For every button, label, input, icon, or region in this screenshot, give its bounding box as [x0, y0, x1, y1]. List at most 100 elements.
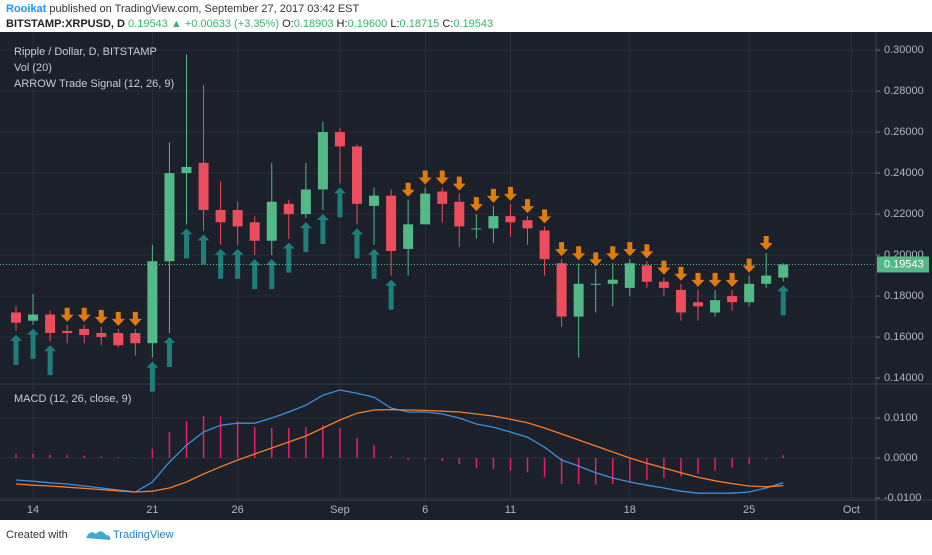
candle-body	[539, 230, 550, 260]
macd-histogram-bar	[253, 427, 256, 458]
macd-histogram-bar	[390, 456, 392, 458]
macd-histogram-bar	[15, 454, 17, 458]
author[interactable]: Rooikat	[6, 3, 47, 15]
ohlc-value: 0.19600	[348, 18, 388, 30]
candle-body	[522, 220, 533, 229]
candle-body	[744, 283, 755, 303]
sell-arrow	[538, 209, 552, 224]
header-line: Rooikat published on TradingView.com, Se…	[6, 3, 360, 15]
candle-body	[164, 173, 175, 262]
symbol-line: BITSTAMP:XRPUSD, D 0.19543 ▲ +0.00633 (+…	[6, 18, 493, 30]
sell-arrow	[469, 197, 483, 212]
chart-bg	[0, 32, 932, 520]
arrow: ▲	[171, 18, 182, 30]
candle-body	[556, 263, 567, 317]
sell-arrow	[418, 170, 432, 185]
buy-arrow	[351, 228, 363, 259]
macd-histogram-bar	[66, 454, 68, 458]
candle-body	[62, 330, 73, 333]
candle-body	[573, 283, 584, 317]
candle-body	[215, 209, 226, 223]
candle-body	[300, 189, 311, 215]
x-tick-label: 6	[422, 504, 428, 516]
x-tick-label: 21	[146, 504, 158, 516]
last: 0.19543	[128, 18, 168, 30]
x-tick-label: 14	[27, 504, 39, 516]
macd-histogram-bar	[492, 458, 495, 470]
candle-body	[334, 132, 345, 147]
candle-body	[266, 201, 277, 241]
candle-body	[79, 328, 90, 336]
candle-body	[147, 261, 158, 344]
candle-body	[249, 222, 260, 241]
macd-histogram-bar	[32, 454, 34, 458]
ohlc-label: C:	[442, 18, 453, 30]
candle-body	[11, 312, 21, 323]
sell-arrow	[725, 272, 739, 287]
y-tick-label: 0.28000	[884, 85, 924, 97]
buy-arrow	[333, 187, 346, 218]
candle-body	[96, 332, 107, 338]
macd-histogram-bar	[305, 427, 307, 458]
sell-arrow	[486, 188, 500, 203]
candle-body	[675, 289, 686, 313]
macd-histogram-bar	[219, 416, 222, 458]
candle-body	[658, 281, 669, 288]
sell-arrow	[708, 272, 722, 287]
buy-arrow	[385, 279, 398, 310]
sell-arrow	[759, 236, 773, 251]
footer-brand[interactable]: TradingView	[113, 529, 174, 541]
x-tick-label: Oct	[843, 504, 860, 516]
macd-histogram-bar	[765, 458, 767, 460]
sell-arrow	[657, 260, 671, 275]
macd-histogram-bar	[339, 428, 341, 458]
y-tick-label: 0.0000	[884, 452, 918, 464]
symbol: BITSTAMP:XRPUSD, D	[6, 18, 125, 30]
y-tick-label: 0.0100	[884, 412, 918, 424]
buy-arrow	[777, 285, 790, 316]
y-tick-label: 0.16000	[884, 331, 924, 343]
sell-arrow	[572, 246, 586, 261]
candle-body	[624, 263, 635, 288]
sell-arrow	[128, 311, 142, 326]
legend: ARROW Trade Signal (12, 26, 9)	[14, 78, 174, 90]
macd-legend: MACD (12, 26, close, 9)	[14, 393, 131, 405]
sell-arrow	[435, 170, 449, 185]
macd-histogram-bar	[509, 458, 512, 471]
macd-histogram-bar	[560, 458, 563, 484]
macd-histogram-bar	[202, 416, 205, 458]
buy-arrow	[214, 248, 227, 279]
candle-body	[710, 300, 721, 313]
candle-body	[488, 216, 499, 229]
macd-histogram-bar	[424, 458, 426, 460]
macd-line	[15, 408, 784, 493]
macd-histogram-bar	[646, 458, 648, 480]
sell-arrow	[555, 242, 569, 257]
sell-arrow	[503, 186, 517, 201]
candle-body	[130, 332, 141, 344]
macd-histogram-bar	[475, 458, 478, 468]
macd-histogram-bar	[748, 458, 750, 464]
y-tick-label: 0.22000	[884, 208, 924, 220]
last-price-label: 0.19543	[884, 258, 924, 270]
sell-arrow	[77, 307, 91, 322]
buy-arrow	[163, 336, 176, 367]
macd-histogram-bar	[236, 421, 239, 458]
candle-body	[420, 193, 431, 225]
sell-arrow	[674, 266, 688, 281]
macd-histogram-bar	[151, 448, 154, 458]
candle-body	[283, 203, 294, 215]
candle-body	[352, 146, 362, 204]
candle-body	[761, 275, 772, 284]
macd-histogram-bar	[134, 458, 137, 459]
y-tick-label: -0.0100	[884, 492, 921, 504]
macd-histogram-bar	[117, 457, 120, 458]
macd-histogram-bar	[543, 458, 546, 478]
buy-arrow	[146, 361, 159, 392]
sell-arrow	[111, 311, 125, 326]
candle-body	[317, 132, 328, 190]
macd-histogram-bar	[322, 425, 324, 458]
macd-histogram-bar	[612, 458, 614, 484]
macd-histogram-bar	[731, 458, 733, 468]
